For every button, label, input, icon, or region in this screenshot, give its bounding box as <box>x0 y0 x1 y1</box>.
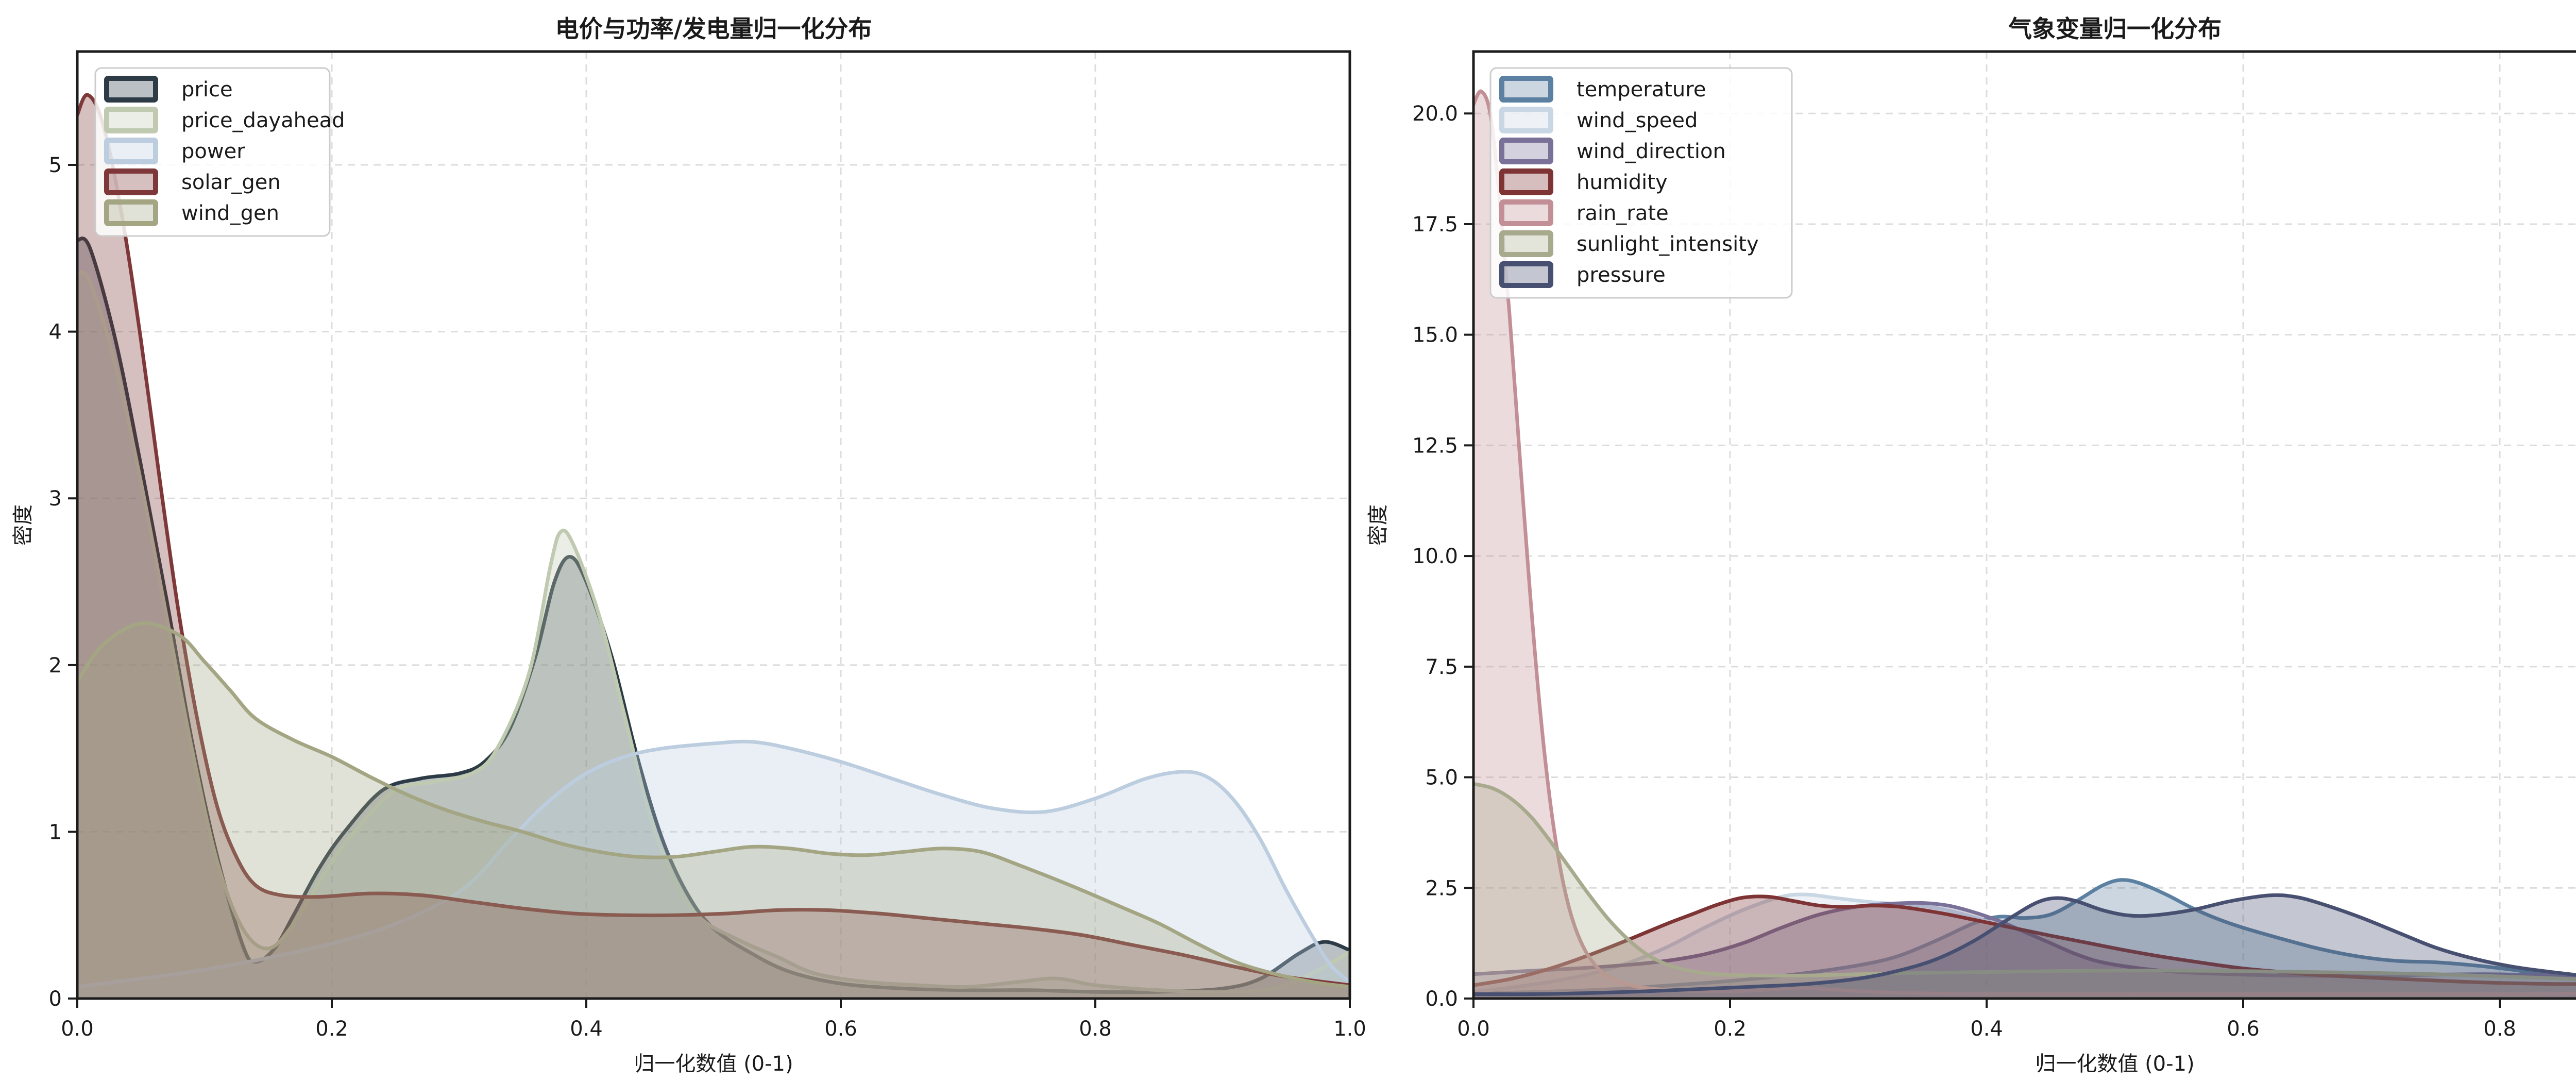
y-tick-label: 2.5 <box>1425 876 1458 900</box>
legend-label-wind_speed: wind_speed <box>1577 109 1698 132</box>
subplot-weather: 0.00.20.40.60.81.00.02.55.07.510.012.515… <box>1412 50 2576 1041</box>
x-tick-label: 0.4 <box>1970 1017 2003 1041</box>
legend-swatch-price_dayahead <box>104 107 158 133</box>
legend-label-power: power <box>181 140 245 163</box>
y-tick-label: 7.5 <box>1425 655 1458 679</box>
legend-swatch-power <box>104 138 158 164</box>
x-tick-label: 0.2 <box>315 1017 348 1041</box>
y-tick-label: 2 <box>49 654 62 678</box>
kde-line-temperature <box>1473 878 2576 995</box>
y-tick-label: 1 <box>49 820 62 844</box>
kde-fill-wind_gen <box>77 623 1350 999</box>
right-chart-ylabel: 密度 <box>1366 504 1390 546</box>
kde-line-sunlight_intensity <box>1473 782 2576 981</box>
legend-label-solar_gen: solar_gen <box>181 171 281 194</box>
y-tick-label: 5 <box>49 154 62 177</box>
left-chart-title: 电价与功率/发电量归一化分布 <box>555 15 872 43</box>
subplot-price-power: 0.0 0.2 0.4 0.6 0.8 1.0 0 1 2 3 4 5 price price_dayah… <box>49 50 1366 1041</box>
kde-fill-humidity <box>1473 896 2576 999</box>
axis-ticks: 0.00.20.40.60.81.00.02.55.07.510.012.515… <box>1412 102 2516 1041</box>
legend-swatch-solar_gen <box>104 168 158 195</box>
y-tick-label: 20.0 <box>1412 102 1458 126</box>
y-tick-label: 3 <box>49 487 62 511</box>
legend-label-temperature: temperature <box>1577 78 1706 102</box>
right-chart-xlabel: 归一化数值 (0-1) <box>2035 1052 2194 1076</box>
legend-swatch-humidity <box>1499 168 1553 195</box>
legend-swatch-wind_gen <box>104 199 158 226</box>
kde-curves <box>1473 89 2576 999</box>
left-chart-ylabel: 密度 <box>11 504 35 546</box>
kde-line-solar_gen <box>77 93 1350 987</box>
y-tick-label: 0.0 <box>1425 987 1458 1011</box>
legend-label-humidity: humidity <box>1577 171 1668 194</box>
x-tick-label: 0.0 <box>1457 1017 1490 1041</box>
plot-frame <box>1472 50 2576 1000</box>
legend-box <box>1489 67 1793 299</box>
y-tick-label: 10.0 <box>1412 545 1458 568</box>
legend-swatch-temperature <box>1499 76 1553 103</box>
x-tick-label: 1.0 <box>1333 1017 1366 1041</box>
x-tick-label: 0.6 <box>2227 1017 2260 1041</box>
kde-fill-sunlight_intensity <box>1473 784 2576 999</box>
x-tick-label: 0.8 <box>1079 1017 1112 1041</box>
grid <box>77 52 1350 999</box>
legend-label-wind_direction: wind_direction <box>1577 140 1726 163</box>
kde-fill-price <box>77 238 1350 999</box>
kde-fill-pressure <box>1473 895 2576 999</box>
legend-label-pressure: pressure <box>1577 263 1666 287</box>
kde-fill-solar_gen <box>77 95 1350 999</box>
kde-line-wind_direction <box>1473 901 2576 978</box>
kde-line-price_dayahead <box>77 270 1350 994</box>
legend-label-price: price <box>181 78 233 102</box>
legend-label-price_dayahead: price_dayahead <box>181 109 345 132</box>
kde-line-pressure <box>1473 893 2576 996</box>
legend-swatch-sunlight_intensity <box>1499 230 1553 257</box>
kde-fill-price_dayahead <box>77 272 1350 999</box>
kde-curves <box>77 93 1350 999</box>
legend-swatch-wind_speed <box>1499 107 1553 133</box>
legend-swatch-price <box>104 76 158 103</box>
legend-label-rain_rate: rain_rate <box>1577 201 1669 225</box>
y-tick-label: 5.0 <box>1425 766 1458 790</box>
kde-line-wind_gen <box>77 621 1350 989</box>
x-tick-label: 0.6 <box>824 1017 857 1041</box>
kde-fill-power <box>77 741 1350 999</box>
y-tick-label: 17.5 <box>1412 213 1458 236</box>
y-tick-label: 15.0 <box>1412 324 1458 347</box>
legend-label-wind_gen: wind_gen <box>181 201 279 225</box>
right-chart-title: 气象变量归一化分布 <box>2008 15 2222 43</box>
y-tick-label: 0 <box>49 987 62 1011</box>
left-chart-xlabel: 归一化数值 (0-1) <box>634 1052 793 1076</box>
legend: temperature wind_speed wind_directionhumid… <box>1489 67 1793 299</box>
grid <box>1473 52 2576 999</box>
kde-line-power <box>77 739 1350 989</box>
x-tick-label: 0.4 <box>570 1017 603 1041</box>
y-tick-label: 12.5 <box>1412 434 1458 458</box>
kde-line-humidity <box>1473 894 2576 987</box>
x-tick-label: 0.8 <box>2483 1017 2516 1041</box>
plot-frame <box>76 50 1351 1000</box>
legend-swatch-wind_direction <box>1499 138 1553 164</box>
legend-label-sunlight_intensity: sunlight_intensity <box>1577 232 1759 256</box>
legend-swatch-pressure <box>1499 261 1553 288</box>
x-tick-label: 0.0 <box>61 1017 94 1041</box>
legend-swatch-rain_rate <box>1499 199 1553 226</box>
y-tick-label: 4 <box>49 320 62 344</box>
x-tick-label: 0.2 <box>1714 1017 1747 1041</box>
axis-ticks: 0.0 0.2 0.4 0.6 0.8 1.0 0 1 2 3 4 5 <box>49 154 1366 1041</box>
